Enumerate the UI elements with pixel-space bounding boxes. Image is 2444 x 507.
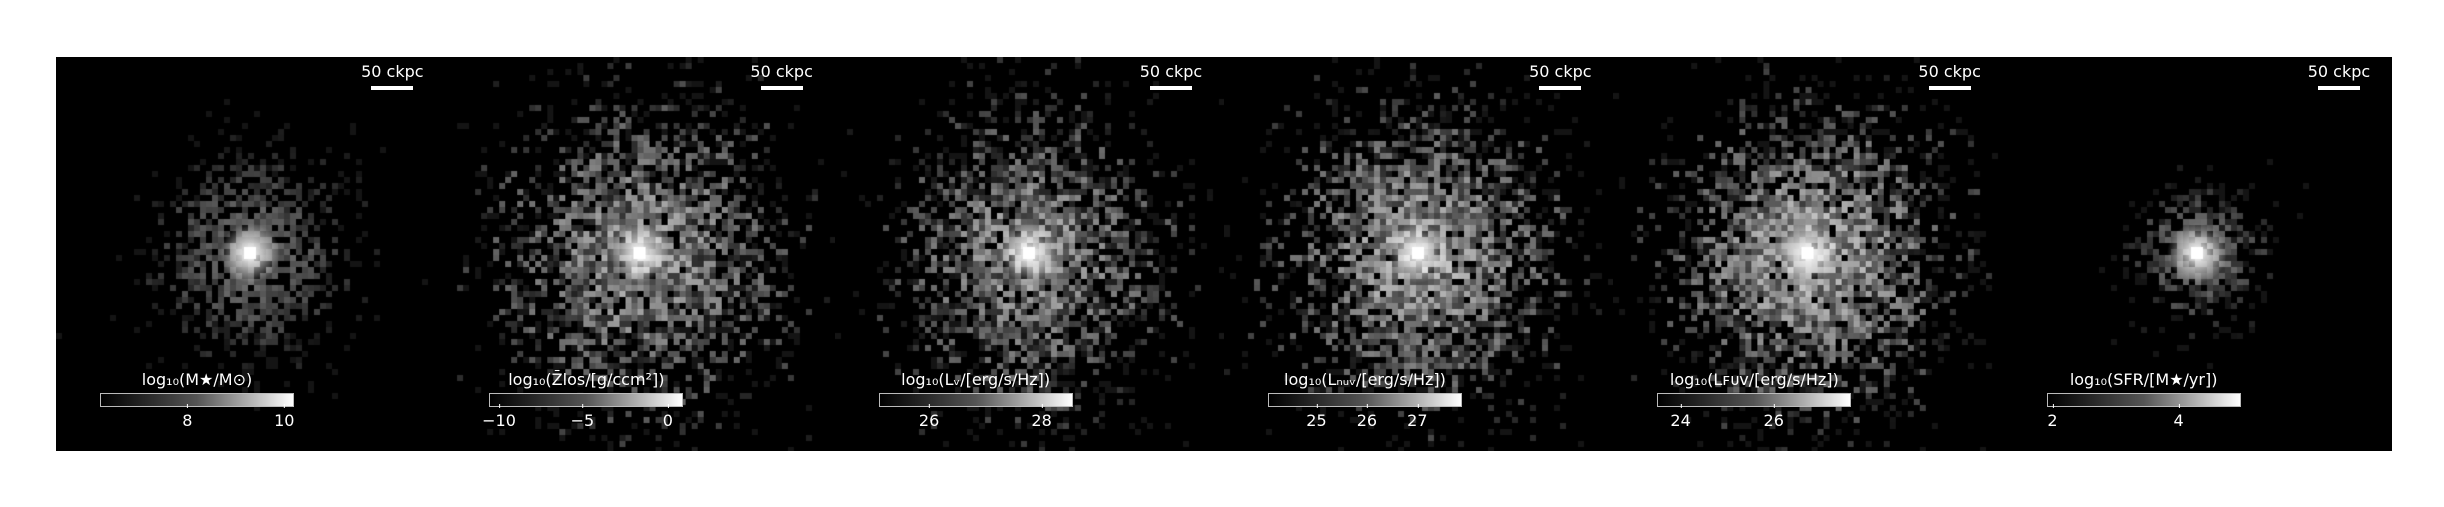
scalebar-line [371,86,414,90]
scalebar-label: 50 ckpc [2307,62,2371,81]
colorbar: log₁₀(M★/M⊙) 8 10 [100,370,294,430]
panel-fuv: 50 ckpc log₁₀(Lꜰᴜᴠ/[erg/s/Hz]) 24 26 [1613,57,2003,451]
colorbar-tick: 4 [2173,404,2184,430]
colorbar: log₁₀(Lꜰᴜᴠ/[erg/s/Hz]) 24 26 [1657,370,1852,430]
v-band-luminosity-map [834,57,1224,451]
colorbar-label: log₁₀(M★/M⊙) [141,370,253,389]
colorbar-tick: 2 [2047,404,2058,430]
nuv-luminosity-map [1223,57,1614,451]
colorbar-tick: 8 [182,404,192,430]
scalebar: 50 ckpc [750,63,813,90]
colorbar-label: log₁₀(SFR/[M★/yr]) [2069,370,2218,389]
colorbar-label: log₁₀(Lₙᵤᵥ/[erg/s/Hz]) [1284,370,1446,389]
colorbar-ticks: 26 28 [879,404,1073,430]
colorbar-tick: 26 [1357,404,1377,430]
scalebar: 50 ckpc [1140,63,1202,90]
colorbar-label: log₁₀(Lᵥ/[erg/s/Hz]) [901,370,1051,389]
colorbar: log₁₀(Lᵥ/[erg/s/Hz]) 26 28 [878,370,1073,430]
colorbar-tick: 26 [1764,404,1784,430]
metallicity-map [445,57,835,451]
panel-stellar-mass: 50 ckpc log₁₀(M★/M⊙) 8 10 [56,57,446,451]
colorbar-tick: 27 [1407,404,1428,430]
scalebar-line [1928,86,1971,90]
scalebar: 50 ckpc [361,63,424,90]
colorbar: log₁₀(Lₙᵤᵥ/[erg/s/Hz]) 25 26 27 [1267,370,1462,430]
fuv-luminosity-map [1613,57,2003,451]
panel-row: 50 ckpc log₁₀(M★/M⊙) 8 10 50 ckpc log₁₀(Z… [56,57,2392,451]
colorbar-gradient [2046,393,2241,407]
colorbar-ticks: 24 26 [1657,404,1851,430]
colorbar: log₁₀(Z̄los/[g/ccm²]) −10 −5 0 [482,370,684,430]
colorbar-label: log₁₀(Lꜰᴜᴠ/[erg/s/Hz]) [1669,370,1839,389]
scalebar-label: 50 ckpc [1918,62,1981,81]
colorbar-tick: 10 [274,404,294,430]
colorbar-tick: 28 [1031,404,1052,430]
scalebar-line [1149,86,1192,90]
colorbar-gradient [878,393,1073,407]
colorbar-tick: 24 [1670,404,1691,430]
scalebar-label: 50 ckpc [1139,62,1203,81]
scalebar: 50 ckpc [1918,63,1981,90]
colorbar-ticks: −10 −5 0 [482,404,683,430]
colorbar-tick: 26 [919,404,939,430]
stellar-mass-map [56,57,446,451]
scalebar-line [2317,86,2360,90]
colorbar-label: log₁₀(Z̄los/[g/ccm²]) [508,370,665,389]
panel-v-band: 50 ckpc log₁₀(Lᵥ/[erg/s/Hz]) 26 28 [834,57,1224,451]
scalebar-label: 50 ckpc [1529,62,1592,81]
colorbar-gradient [100,393,294,407]
colorbar-tick: 0 [663,404,673,430]
colorbar-gradient [489,393,684,407]
panel-nuv: 50 ckpc log₁₀(Lₙᵤᵥ/[erg/s/Hz]) 25 26 27 [1223,57,1614,451]
colorbar-ticks: 25 26 27 [1268,404,1462,430]
colorbar-tick: −10 [482,404,516,430]
scalebar: 50 ckpc [1529,63,1592,90]
colorbar-tick: 25 [1306,404,1327,430]
scalebar: 50 ckpc [2308,63,2370,90]
scalebar-line [760,86,803,90]
scalebar-label: 50 ckpc [361,62,424,81]
panel-metallicity: 50 ckpc log₁₀(Z̄los/[g/ccm²]) −10 −5 0 [445,57,835,451]
colorbar-tick: −5 [571,404,594,430]
sfr-map [2002,57,2392,451]
scalebar-label: 50 ckpc [750,62,813,81]
colorbar-gradient [1657,393,1852,407]
scalebar-line [1539,86,1582,90]
colorbar-ticks: 8 10 [100,404,294,430]
colorbar-gradient [1267,393,1462,407]
